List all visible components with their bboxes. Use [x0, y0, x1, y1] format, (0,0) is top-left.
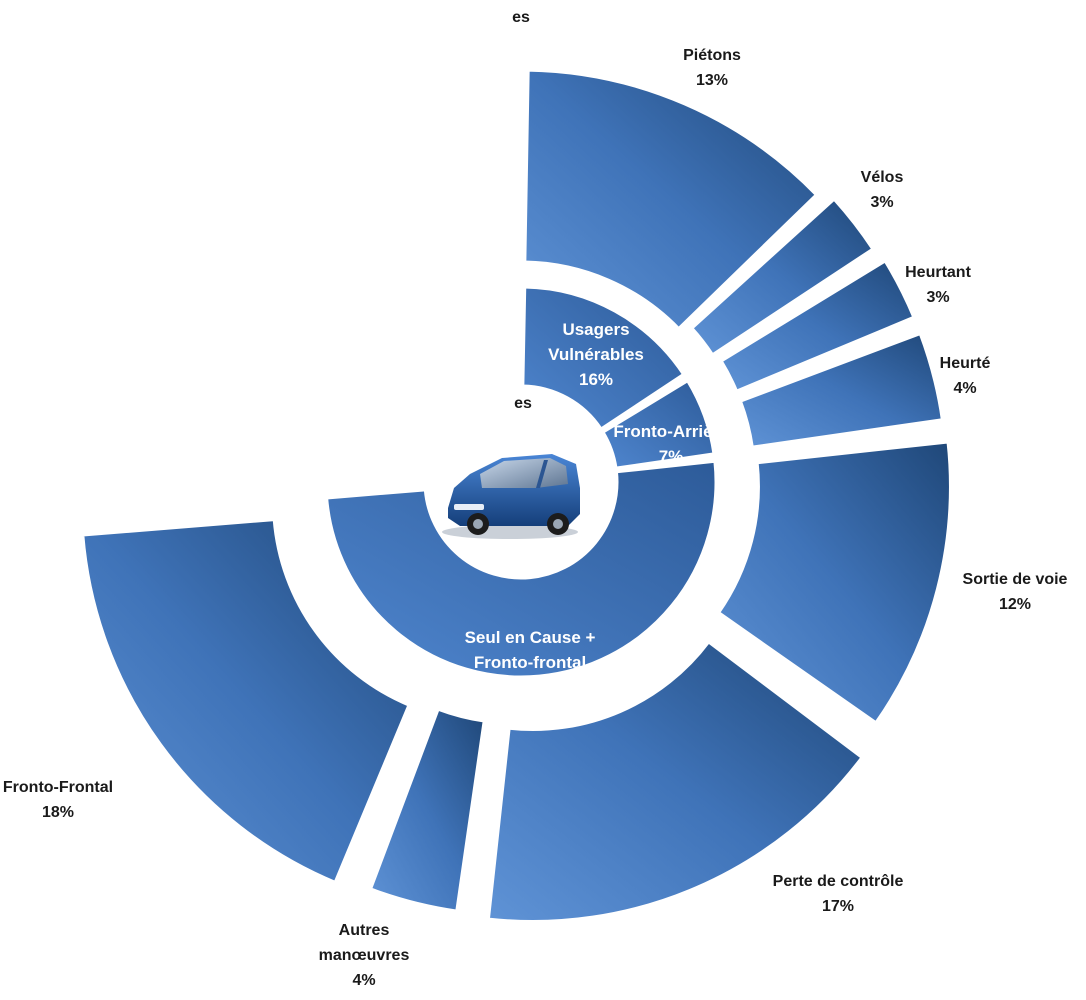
outer-label: Fronto-Frontal 18%: [3, 779, 113, 821]
car-image: [442, 454, 580, 539]
inner-ring: [325, 285, 718, 679]
outer-label: Piétons 13%: [683, 47, 741, 89]
inner-label: Seul en Cause + Fronto-frontal 51%: [465, 628, 596, 697]
chart-labels: Piétons 13% Vélos 3% Heurtant 3% Heurté 4% Sorti…: [3, 47, 1068, 989]
inner-segment: [521, 285, 686, 432]
outer-label: Heurtant 3%: [905, 264, 971, 306]
outer-segment: [716, 440, 952, 725]
outer-ring: [81, 68, 952, 924]
outer-segment: [81, 518, 411, 885]
outer-label: Autres manœuvres 4%: [319, 922, 410, 989]
outer-segment: [719, 258, 916, 394]
inner-label: Fronto-Arrière 7%: [613, 422, 728, 466]
top-label-fragment: es: [512, 9, 530, 26]
inner-label: Usagers Vulnérables 16%: [548, 320, 644, 389]
inner-label-fragment: es: [514, 395, 532, 412]
outer-label: Vélos 3%: [861, 169, 904, 211]
outer-segment: [738, 331, 945, 449]
outer-segment: [486, 639, 865, 924]
outer-segment: [689, 197, 875, 357]
outer-label: Heurté 4%: [940, 355, 991, 397]
outer-segment: [523, 68, 819, 331]
outer-label: Sortie de voie 12%: [963, 571, 1068, 613]
inner-segment: [600, 378, 716, 470]
outer-segment: [368, 707, 486, 913]
outer-label: Perte de contrôle 17%: [773, 873, 904, 915]
inner-segment: [325, 459, 718, 679]
